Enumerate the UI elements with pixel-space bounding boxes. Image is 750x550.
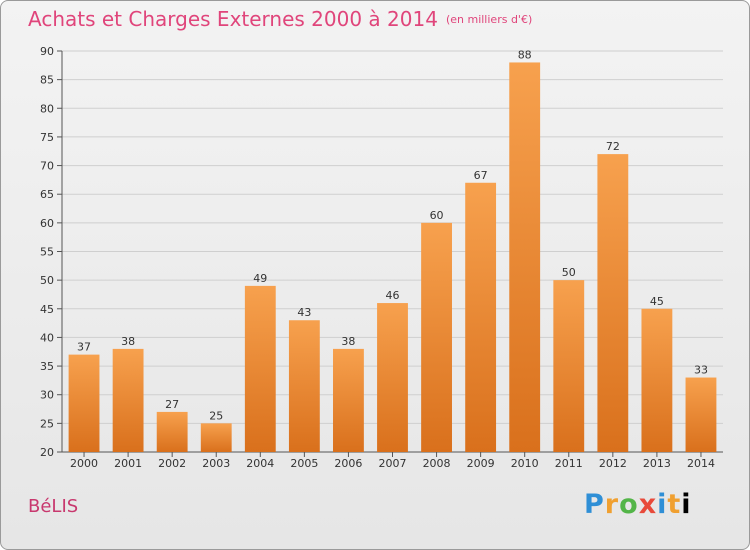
bar xyxy=(509,62,541,452)
y-tick-label: 85 xyxy=(40,74,54,87)
chart-unit: (en milliers d'€) xyxy=(445,13,533,26)
x-tick-label: 2000 xyxy=(70,457,98,470)
logo-letter: i xyxy=(681,489,692,520)
data-label: 37 xyxy=(77,341,91,354)
bars xyxy=(68,62,717,452)
x-tick-label: 2012 xyxy=(599,457,627,470)
logo-letter: o xyxy=(619,489,639,520)
data-label: 49 xyxy=(253,272,267,285)
data-label: 50 xyxy=(562,266,576,279)
logo-letter: r xyxy=(604,489,620,520)
place-name: BéLIS xyxy=(28,496,79,517)
chart-title: Achats et Charges Externes 2000 à 2014 (e… xyxy=(28,7,532,31)
y-tick-label: 60 xyxy=(40,217,54,230)
logo-letter: P xyxy=(584,489,605,520)
y-tick-label: 70 xyxy=(40,160,54,173)
y-tick-label: 20 xyxy=(40,446,54,459)
y-tick-label: 90 xyxy=(40,45,54,58)
y-tick-label: 45 xyxy=(40,303,54,316)
data-label: 60 xyxy=(430,209,444,222)
bar xyxy=(553,280,585,452)
bar xyxy=(333,348,364,452)
y-tick-label: 65 xyxy=(40,188,54,201)
data-label: 43 xyxy=(297,306,311,319)
bar xyxy=(156,411,188,452)
x-tick-label: 2011 xyxy=(555,457,583,470)
data-label: 38 xyxy=(341,335,355,348)
y-tick-label: 35 xyxy=(40,360,54,373)
data-label: 25 xyxy=(209,409,223,422)
bar xyxy=(244,285,276,452)
bar xyxy=(685,377,717,452)
data-label: 38 xyxy=(121,335,135,348)
x-tick-label: 2005 xyxy=(290,457,318,470)
bar xyxy=(421,222,452,452)
logo-letter: i xyxy=(657,489,668,520)
y-tick-label: 40 xyxy=(40,331,54,344)
bar xyxy=(641,308,673,452)
bar xyxy=(112,348,144,452)
y-tick-labels: 20 25 30 35 40 45 50 55 60 65 70 75 80 85 90 xyxy=(40,45,54,459)
data-labels: 37 38 27 25 49 43 38 46 60 67 88 50 72 45 33 xyxy=(77,48,708,422)
y-tick-label: 30 xyxy=(40,389,54,402)
bar xyxy=(288,320,320,452)
data-label: 67 xyxy=(474,169,488,182)
bar xyxy=(465,182,497,452)
x-tick-label: 2006 xyxy=(334,457,362,470)
proxiti-logo[interactable]: Proxiti xyxy=(584,489,692,520)
bar xyxy=(68,354,100,452)
data-label: 46 xyxy=(386,289,400,302)
logo-letter: x xyxy=(638,489,658,520)
x-tick-label: 2001 xyxy=(114,457,142,470)
bar xyxy=(200,423,232,452)
y-tick-label: 25 xyxy=(40,417,54,430)
x-tick-label: 2004 xyxy=(246,457,274,470)
x-tick-label: 2002 xyxy=(158,457,186,470)
x-tick-label: 2013 xyxy=(643,457,671,470)
data-label: 27 xyxy=(165,398,179,411)
x-tick-labels: 2000 2001 2002 2003 2004 2005 2006 2007 2008 2009… xyxy=(70,457,715,470)
x-tick-label: 2009 xyxy=(467,457,495,470)
y-tick-label: 75 xyxy=(40,131,54,144)
x-tick-label: 2003 xyxy=(202,457,230,470)
data-label: 33 xyxy=(694,364,708,377)
data-label: 88 xyxy=(518,48,532,61)
y-tick-label: 55 xyxy=(40,246,54,259)
x-tick-label: 2007 xyxy=(379,457,407,470)
bar xyxy=(597,154,629,452)
x-tick-label: 2014 xyxy=(687,457,715,470)
data-label: 72 xyxy=(606,140,620,153)
chart-title-text: Achats et Charges Externes 2000 à 2014 xyxy=(28,7,438,31)
bar xyxy=(377,303,408,452)
x-tick-label: 2008 xyxy=(423,457,451,470)
x-tick-label: 2010 xyxy=(511,457,539,470)
data-label: 45 xyxy=(650,295,664,308)
y-tick-label: 80 xyxy=(40,102,54,115)
y-tick-label: 50 xyxy=(40,274,54,287)
logo-letter: t xyxy=(667,489,682,520)
